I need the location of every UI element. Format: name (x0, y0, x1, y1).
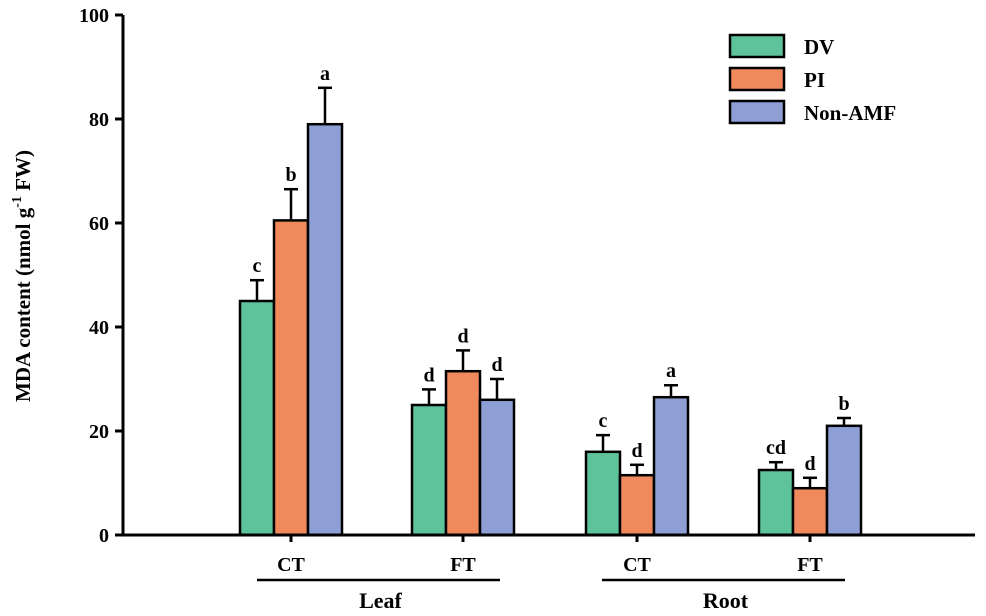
legend-swatch-pi (728, 66, 786, 92)
group-label-root: Root (703, 588, 749, 613)
y-tick-label: 60 (89, 213, 109, 235)
sig-label-non-amf-2: a (666, 360, 676, 382)
legend: DV PI Non-AMF (728, 33, 896, 125)
bar-non-amf-2 (652, 395, 690, 537)
bar-non-amf-1 (478, 398, 516, 537)
bars-layer (238, 86, 863, 537)
y-tick-label: 0 (99, 525, 109, 547)
group-label-leaf: Leaf (359, 588, 402, 613)
sig-label-dv-1: d (423, 364, 434, 386)
sig-label-pi-2: d (631, 440, 642, 462)
sig-label-dv-3: cd (766, 437, 786, 459)
y-tick-label: 40 (89, 317, 109, 339)
bar-non-amf-3 (825, 424, 863, 537)
sig-label-non-amf-1: d (491, 354, 502, 376)
bar-pi-2 (618, 473, 656, 537)
sig-label-pi-0: b (285, 164, 296, 186)
y-tick-label: 20 (89, 421, 109, 443)
sig-label-non-amf-0: a (320, 63, 330, 85)
legend-swatch-dv (728, 33, 786, 59)
x-tick-label: FT (450, 554, 476, 576)
y-tick-label: 100 (79, 5, 109, 27)
legend-label-pi: PI (804, 68, 825, 92)
bar-dv-3 (757, 468, 795, 537)
legend-label-non-amf: Non-AMF (804, 101, 896, 125)
axes-layer: 0 20 40 60 80 100 CT FT CT FT Leaf Root (79, 5, 975, 613)
bar-dv-0 (238, 299, 276, 537)
bar-pi-0 (272, 219, 310, 537)
legend-label-dv: DV (804, 35, 834, 59)
x-tick-label: CT (623, 554, 651, 576)
y-tick-label: 80 (89, 109, 109, 131)
sig-label-pi-1: d (457, 325, 468, 347)
bar-dv-2 (584, 450, 622, 537)
y-axis-title-sup: -1 (10, 196, 25, 208)
sig-label-non-amf-3: b (838, 393, 849, 415)
bar-dv-1 (410, 403, 448, 537)
sig-label-pi-3: d (804, 453, 815, 475)
bar-non-amf-0 (306, 122, 344, 537)
y-axis-title-main: MDA content (nmol g (11, 207, 35, 402)
legend-swatch-non-amf (728, 99, 786, 125)
bar-pi-1 (444, 369, 482, 537)
x-tick-label: CT (277, 554, 305, 576)
sig-label-dv-2: c (599, 410, 608, 432)
y-axis-title: MDA content (nmol g-1 FW) (10, 150, 35, 402)
y-axis-title-end: FW) (11, 150, 35, 196)
sig-label-dv-0: c (253, 255, 262, 277)
bar-pi-3 (791, 486, 829, 537)
x-tick-label: FT (797, 554, 823, 576)
